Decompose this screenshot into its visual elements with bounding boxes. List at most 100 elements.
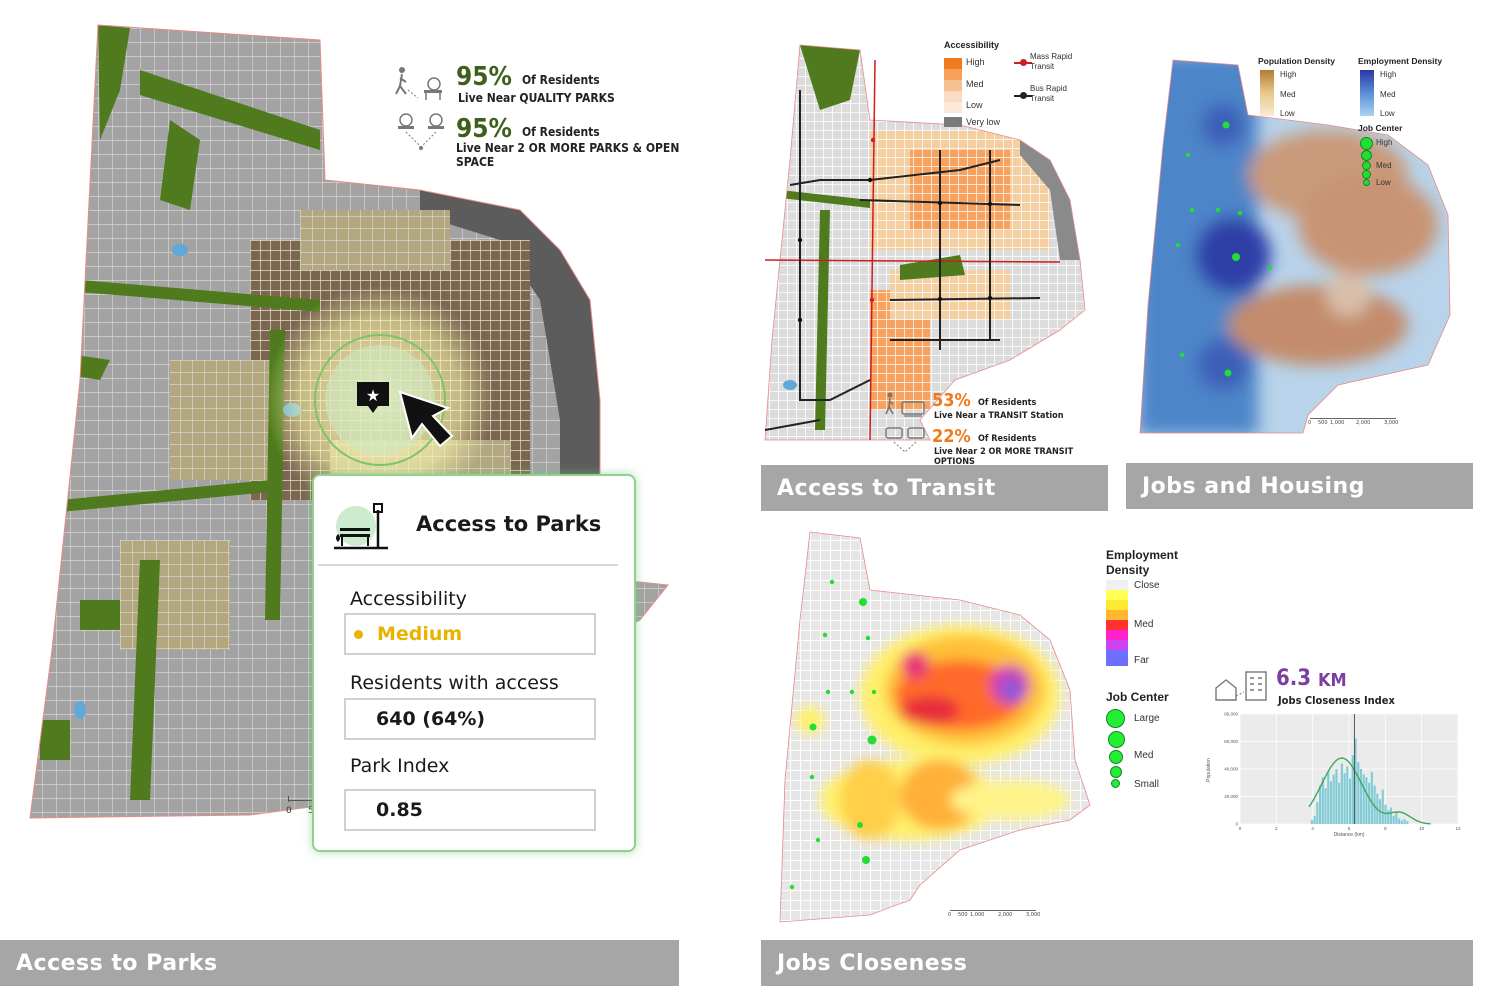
hist-bar xyxy=(1351,755,1354,824)
transit-stat-1-value: 53% xyxy=(932,390,971,411)
job-center-title: Job Center xyxy=(1358,123,1403,133)
stat-1-value: 95% xyxy=(456,62,512,92)
parks-stat-1: 95% Of Residents Live Near QUALITY PARKS xyxy=(394,60,704,110)
hist-ytick: 80,000 xyxy=(1224,712,1238,717)
accessibility-label: Accessibility xyxy=(350,588,467,610)
transit-legend-title: Accessibility xyxy=(944,40,1000,50)
hist-bar xyxy=(1362,774,1365,824)
multiple-transit-icon xyxy=(885,427,925,453)
hist-xtick: 4 xyxy=(1311,826,1314,831)
closeness-large: Large xyxy=(1134,713,1160,724)
emp-density-title: Employment Density xyxy=(1358,56,1443,66)
hist-xtick: 2 xyxy=(1275,826,1278,831)
hist-xlabel: Distance (km) xyxy=(1334,832,1365,838)
pop-density-title: Population Density xyxy=(1258,56,1335,66)
pop-med: Med xyxy=(1280,90,1296,99)
panel-label-housing: Jobs and Housing xyxy=(1126,463,1473,509)
closeness-med: Med xyxy=(1134,619,1154,630)
hist-xtick: 0 xyxy=(1239,826,1242,831)
emp-low: Low xyxy=(1380,109,1395,118)
hist-bar xyxy=(1368,782,1371,824)
pop-density-ramp xyxy=(1260,70,1274,116)
mrt-label: Mass Rapid Transit xyxy=(1030,52,1073,71)
jobs-closeness-map xyxy=(779,531,1091,923)
park-index-value: 0.85 xyxy=(376,799,423,821)
hist-bar xyxy=(1310,819,1313,824)
closeness-emp-title: Employment xyxy=(1106,548,1179,562)
card-divider xyxy=(318,564,618,566)
accessibility-value: Medium xyxy=(377,623,463,645)
scale-tick-0: 0 xyxy=(286,806,292,816)
emp-high: High xyxy=(1380,70,1397,79)
walk-train-icon xyxy=(885,392,925,417)
hist-xtick: 10 xyxy=(1419,826,1425,831)
closeness-far: Far xyxy=(1134,655,1149,666)
closeness-close: Close xyxy=(1134,580,1160,591)
transit-stat-2: 22% Of Residents Live Near 2 OR MORE TRA… xyxy=(884,426,1104,467)
transit-legend-med: Med xyxy=(966,79,984,89)
hist-bar xyxy=(1338,782,1341,824)
closeness-caption: Jobs Closeness Index xyxy=(1278,694,1395,707)
stat-2-suffix: Of Residents xyxy=(522,125,600,139)
card-title: Access to Parks xyxy=(416,512,602,536)
hist-bar xyxy=(1384,804,1387,824)
closeness-unit: KM xyxy=(1318,670,1347,691)
hist-bar xyxy=(1321,777,1324,824)
transit-stat-2-suffix: Of Residents xyxy=(978,434,1037,444)
distance-histogram: Population Distance (km) 80,000 60,000 40,… xyxy=(1206,712,1461,839)
residents-label: Residents with access xyxy=(350,672,559,694)
stat-2-caption: Live Near 2 OR MORE PARKS & OPEN SPACE xyxy=(456,141,680,169)
hist-xtick: 8 xyxy=(1384,826,1387,831)
transit-stat-1-suffix: Of Residents xyxy=(978,398,1037,408)
hist-bar xyxy=(1406,821,1409,824)
job-high: High xyxy=(1376,138,1393,147)
cursor-icon xyxy=(398,390,454,448)
hs-tick-0: 0 xyxy=(1308,420,1312,426)
hist-bar xyxy=(1316,802,1319,824)
cs-tick-4: 3,000 xyxy=(1026,912,1041,918)
closeness-scale-bar: 0 500 1,000 2,000 3,000 xyxy=(948,908,1048,924)
closeness-job-title: Job Center xyxy=(1106,690,1169,704)
walking-park-icon xyxy=(395,67,442,100)
hist-bar xyxy=(1373,785,1376,824)
jobs-housing-map xyxy=(1139,59,1451,434)
hs-tick-2: 1,000 xyxy=(1330,420,1345,426)
residents-value: 640 (64%) xyxy=(376,708,486,730)
hs-tick-1: 500 xyxy=(1318,420,1328,426)
park-index-label: Park Index xyxy=(350,755,450,777)
emp-density-ramp xyxy=(1360,70,1374,116)
closeness-small: Small xyxy=(1134,779,1160,790)
housing-legend: Population Density High Med Low Employme… xyxy=(1258,56,1468,188)
home-office-icon xyxy=(1215,671,1267,701)
hist-bar xyxy=(1400,820,1403,824)
hist-bar xyxy=(1313,815,1316,824)
cs-tick-2: 1,000 xyxy=(970,912,985,918)
cs-tick-3: 2,000 xyxy=(998,912,1013,918)
parks-scale-bar: 0 5 xyxy=(286,796,318,820)
stat-1-caption: Live Near QUALITY PARKS xyxy=(458,91,615,105)
hist-ytick: 0 xyxy=(1235,822,1238,827)
hist-bar xyxy=(1324,788,1327,824)
transit-stat-2-caption: Live Near 2 OR MORE TRANSIT OPTIONS xyxy=(934,447,1074,467)
svg-text:★: ★ xyxy=(366,386,380,405)
hist-ytick: 60,000 xyxy=(1224,739,1238,744)
transit-stat-1: 53% Of Residents Live Near a TRANSIT Sta… xyxy=(884,390,1104,424)
cs-tick-0: 0 xyxy=(948,912,952,918)
hs-tick-3: 2,000 xyxy=(1356,420,1371,426)
residents-field: 640 (64%) xyxy=(344,698,596,740)
transit-legend-high: High xyxy=(966,57,985,67)
stat-2-value: 95% xyxy=(456,114,512,144)
hist-bar xyxy=(1343,773,1346,824)
hist-bar xyxy=(1340,763,1343,824)
pop-low: Low xyxy=(1280,109,1295,118)
hist-bar xyxy=(1365,777,1368,824)
closeness-emp-title2: Density xyxy=(1106,563,1150,577)
hist-xtick: 6 xyxy=(1348,826,1351,831)
panel-label-transit: Access to Transit xyxy=(761,465,1108,511)
hist-bar xyxy=(1392,815,1395,824)
hist-bar xyxy=(1387,810,1390,824)
housing-scale-bar: 0 500 1,000 2,000 3,000 xyxy=(1308,416,1408,432)
transit-legend-verylow: Very low xyxy=(966,117,1001,127)
star-marker-icon: ★ xyxy=(357,382,389,413)
closeness-job-med: Med xyxy=(1134,750,1154,761)
